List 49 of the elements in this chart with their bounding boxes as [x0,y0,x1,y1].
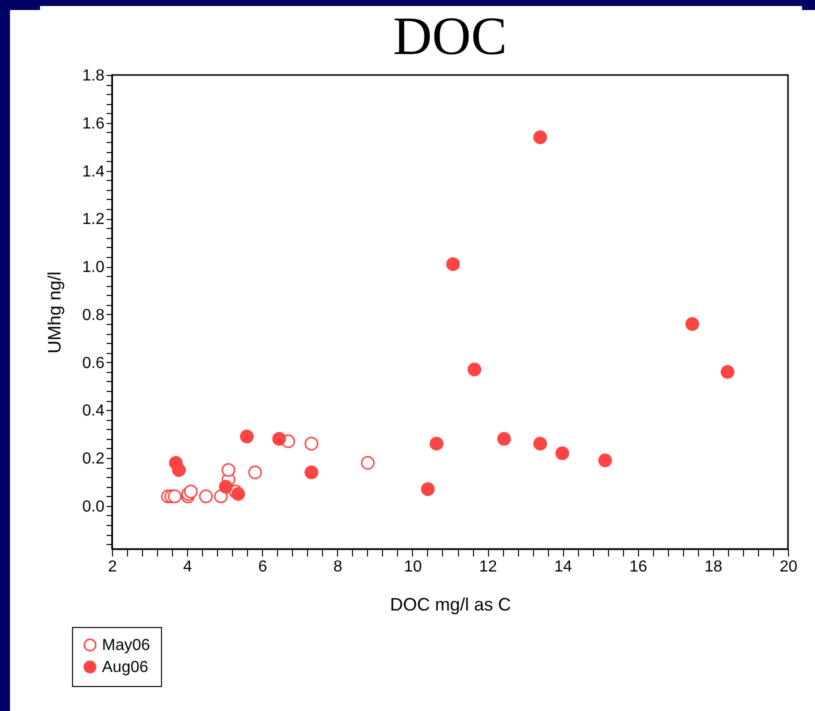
x-tick-label: 4 [183,558,192,576]
y-axis-title: UMhg ng/l [44,271,64,354]
point [360,456,375,470]
point [168,489,182,504]
point [533,130,548,144]
x-tick-label: 16 [629,558,648,576]
y-tick-label: 0.0 [82,498,105,516]
y-tick-label: 1.4 [82,163,105,180]
x-tick-label: 2 [108,558,118,576]
y-tick-label: 1.2 [82,211,105,228]
x-tick-label: 20 [780,558,798,576]
y-tick-label: 1.0 [82,259,105,276]
point [420,482,435,496]
x-tick-label: 14 [554,558,572,576]
point [222,463,236,477]
point [685,317,700,331]
y-tick-label: 0.8 [82,306,105,324]
point [304,466,318,480]
point [555,446,570,460]
point [172,463,186,477]
legend-label: Aug06 [102,659,148,676]
x-tick-label: 12 [479,558,498,576]
point [231,487,246,501]
x-tick-label: 8 [333,558,342,576]
y-tick-label: 0.2 [82,450,105,468]
point [497,432,511,446]
y-tick-label: 0.4 [82,402,105,420]
point [533,436,548,451]
legend-label: May06 [102,637,150,654]
point [248,466,262,480]
point [199,489,213,504]
x-tick-label: 18 [704,558,722,576]
point [446,257,460,271]
y-tick-label: 1.8 [82,68,105,84]
point [304,436,318,451]
y-tick-label: 0.6 [82,354,105,372]
point [430,436,444,451]
point [272,432,286,446]
point [240,430,254,444]
point [468,362,482,376]
y-tick-label: 1.6 [82,115,105,132]
point [218,480,233,494]
x-tick-label: 6 [258,558,268,576]
chart-title: DOC [392,6,508,66]
point [720,364,734,379]
x-tick-label: 10 [404,558,422,576]
point [598,454,612,468]
x-axis-title: DOC mg/l as C [390,594,512,614]
point [184,484,198,498]
